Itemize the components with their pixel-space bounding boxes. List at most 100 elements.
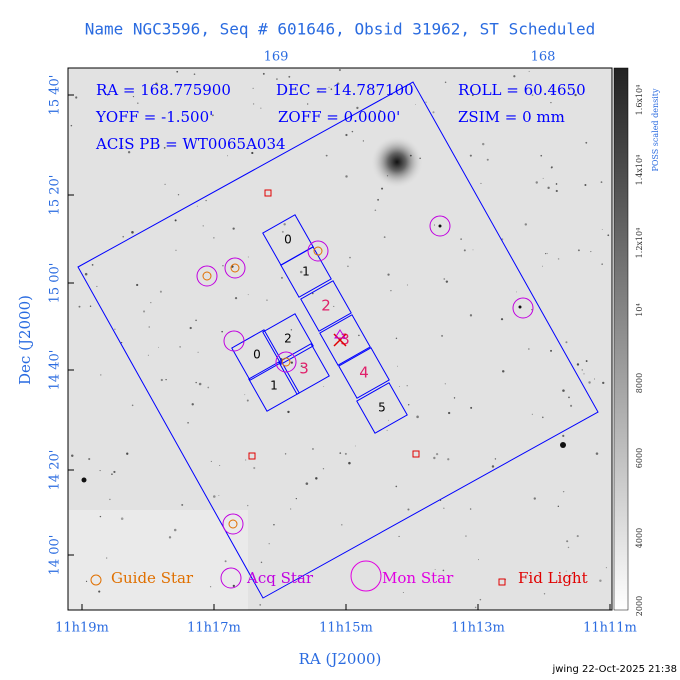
colorbar-tick-label: 8000 bbox=[635, 373, 644, 393]
info-ra: RA = 168.775900 bbox=[96, 81, 231, 99]
star bbox=[113, 470, 116, 474]
star bbox=[290, 329, 293, 331]
star bbox=[312, 448, 314, 450]
star bbox=[583, 373, 585, 375]
acq-star bbox=[223, 330, 245, 352]
star bbox=[218, 494, 220, 496]
star bbox=[407, 403, 410, 406]
colorbar-tick-label: 6000 bbox=[635, 448, 644, 468]
star bbox=[351, 130, 354, 133]
acq-star bbox=[275, 351, 297, 373]
chip bbox=[319, 314, 371, 366]
star bbox=[432, 111, 435, 114]
star bbox=[441, 334, 444, 337]
star bbox=[442, 569, 445, 572]
star bbox=[175, 249, 177, 251]
star bbox=[283, 223, 286, 226]
star bbox=[179, 346, 181, 348]
guide-star bbox=[313, 246, 323, 256]
chip bbox=[280, 246, 332, 298]
star bbox=[284, 453, 287, 455]
star bbox=[535, 181, 538, 184]
star bbox=[542, 177, 544, 179]
star bbox=[444, 383, 446, 385]
star bbox=[443, 278, 446, 280]
star bbox=[88, 457, 91, 461]
colorbar-tick-label: 4000 bbox=[635, 528, 644, 548]
star bbox=[574, 93, 577, 97]
star bbox=[109, 498, 111, 501]
star bbox=[584, 183, 587, 186]
star bbox=[434, 568, 436, 570]
star bbox=[409, 154, 412, 157]
star bbox=[502, 370, 505, 373]
star bbox=[142, 310, 146, 313]
star bbox=[247, 256, 249, 258]
chip bbox=[248, 360, 300, 412]
star bbox=[305, 482, 309, 485]
star-field bbox=[70, 68, 610, 609]
chip-label: 2 bbox=[284, 332, 292, 346]
legend-guide: Guide Star bbox=[111, 569, 194, 587]
star bbox=[195, 381, 197, 384]
y-axis-label: Dec (J2000) bbox=[16, 295, 34, 385]
star bbox=[463, 249, 466, 252]
star bbox=[111, 473, 113, 475]
star bbox=[312, 292, 314, 295]
acq-star bbox=[307, 240, 329, 262]
star bbox=[555, 183, 558, 185]
star bbox=[567, 546, 570, 549]
star bbox=[527, 348, 530, 350]
star bbox=[565, 570, 567, 572]
star bbox=[399, 386, 400, 387]
star bbox=[247, 294, 249, 296]
star bbox=[395, 337, 398, 340]
star bbox=[387, 273, 390, 276]
star bbox=[531, 308, 533, 311]
star bbox=[224, 560, 227, 563]
star bbox=[407, 508, 410, 511]
star bbox=[336, 82, 340, 86]
star bbox=[379, 110, 382, 113]
chip-label: 0 bbox=[284, 233, 292, 247]
star bbox=[287, 410, 290, 414]
star bbox=[562, 434, 565, 437]
star bbox=[211, 114, 214, 117]
star bbox=[323, 385, 325, 387]
star bbox=[234, 296, 238, 300]
star bbox=[402, 592, 404, 594]
star bbox=[106, 557, 108, 559]
star bbox=[543, 593, 546, 595]
star bbox=[121, 145, 124, 148]
star bbox=[198, 382, 202, 386]
star bbox=[226, 155, 228, 157]
star bbox=[281, 276, 283, 279]
star bbox=[465, 535, 467, 537]
chip bbox=[356, 382, 408, 434]
info-zsim: ZSIM = 0 mm bbox=[458, 108, 565, 126]
star bbox=[599, 579, 602, 583]
star bbox=[222, 265, 224, 267]
star bbox=[416, 415, 419, 419]
acq-star bbox=[222, 513, 244, 535]
star bbox=[71, 454, 74, 457]
star bbox=[106, 94, 109, 96]
star bbox=[469, 508, 472, 510]
star bbox=[570, 404, 573, 407]
star bbox=[472, 249, 474, 251]
star bbox=[163, 147, 166, 149]
star bbox=[98, 590, 101, 593]
colorbar-tick-label: 1.2x10⁴ bbox=[635, 228, 644, 259]
left-tick-label: 15 20' bbox=[48, 175, 63, 216]
star bbox=[189, 326, 192, 330]
star bbox=[601, 229, 603, 230]
star bbox=[557, 505, 560, 508]
star bbox=[251, 151, 254, 155]
colorbar-label: POSS scaled density bbox=[651, 88, 660, 172]
star bbox=[550, 101, 552, 104]
star bbox=[191, 403, 194, 406]
star bbox=[127, 151, 131, 154]
star bbox=[425, 101, 427, 103]
star bbox=[158, 346, 159, 348]
